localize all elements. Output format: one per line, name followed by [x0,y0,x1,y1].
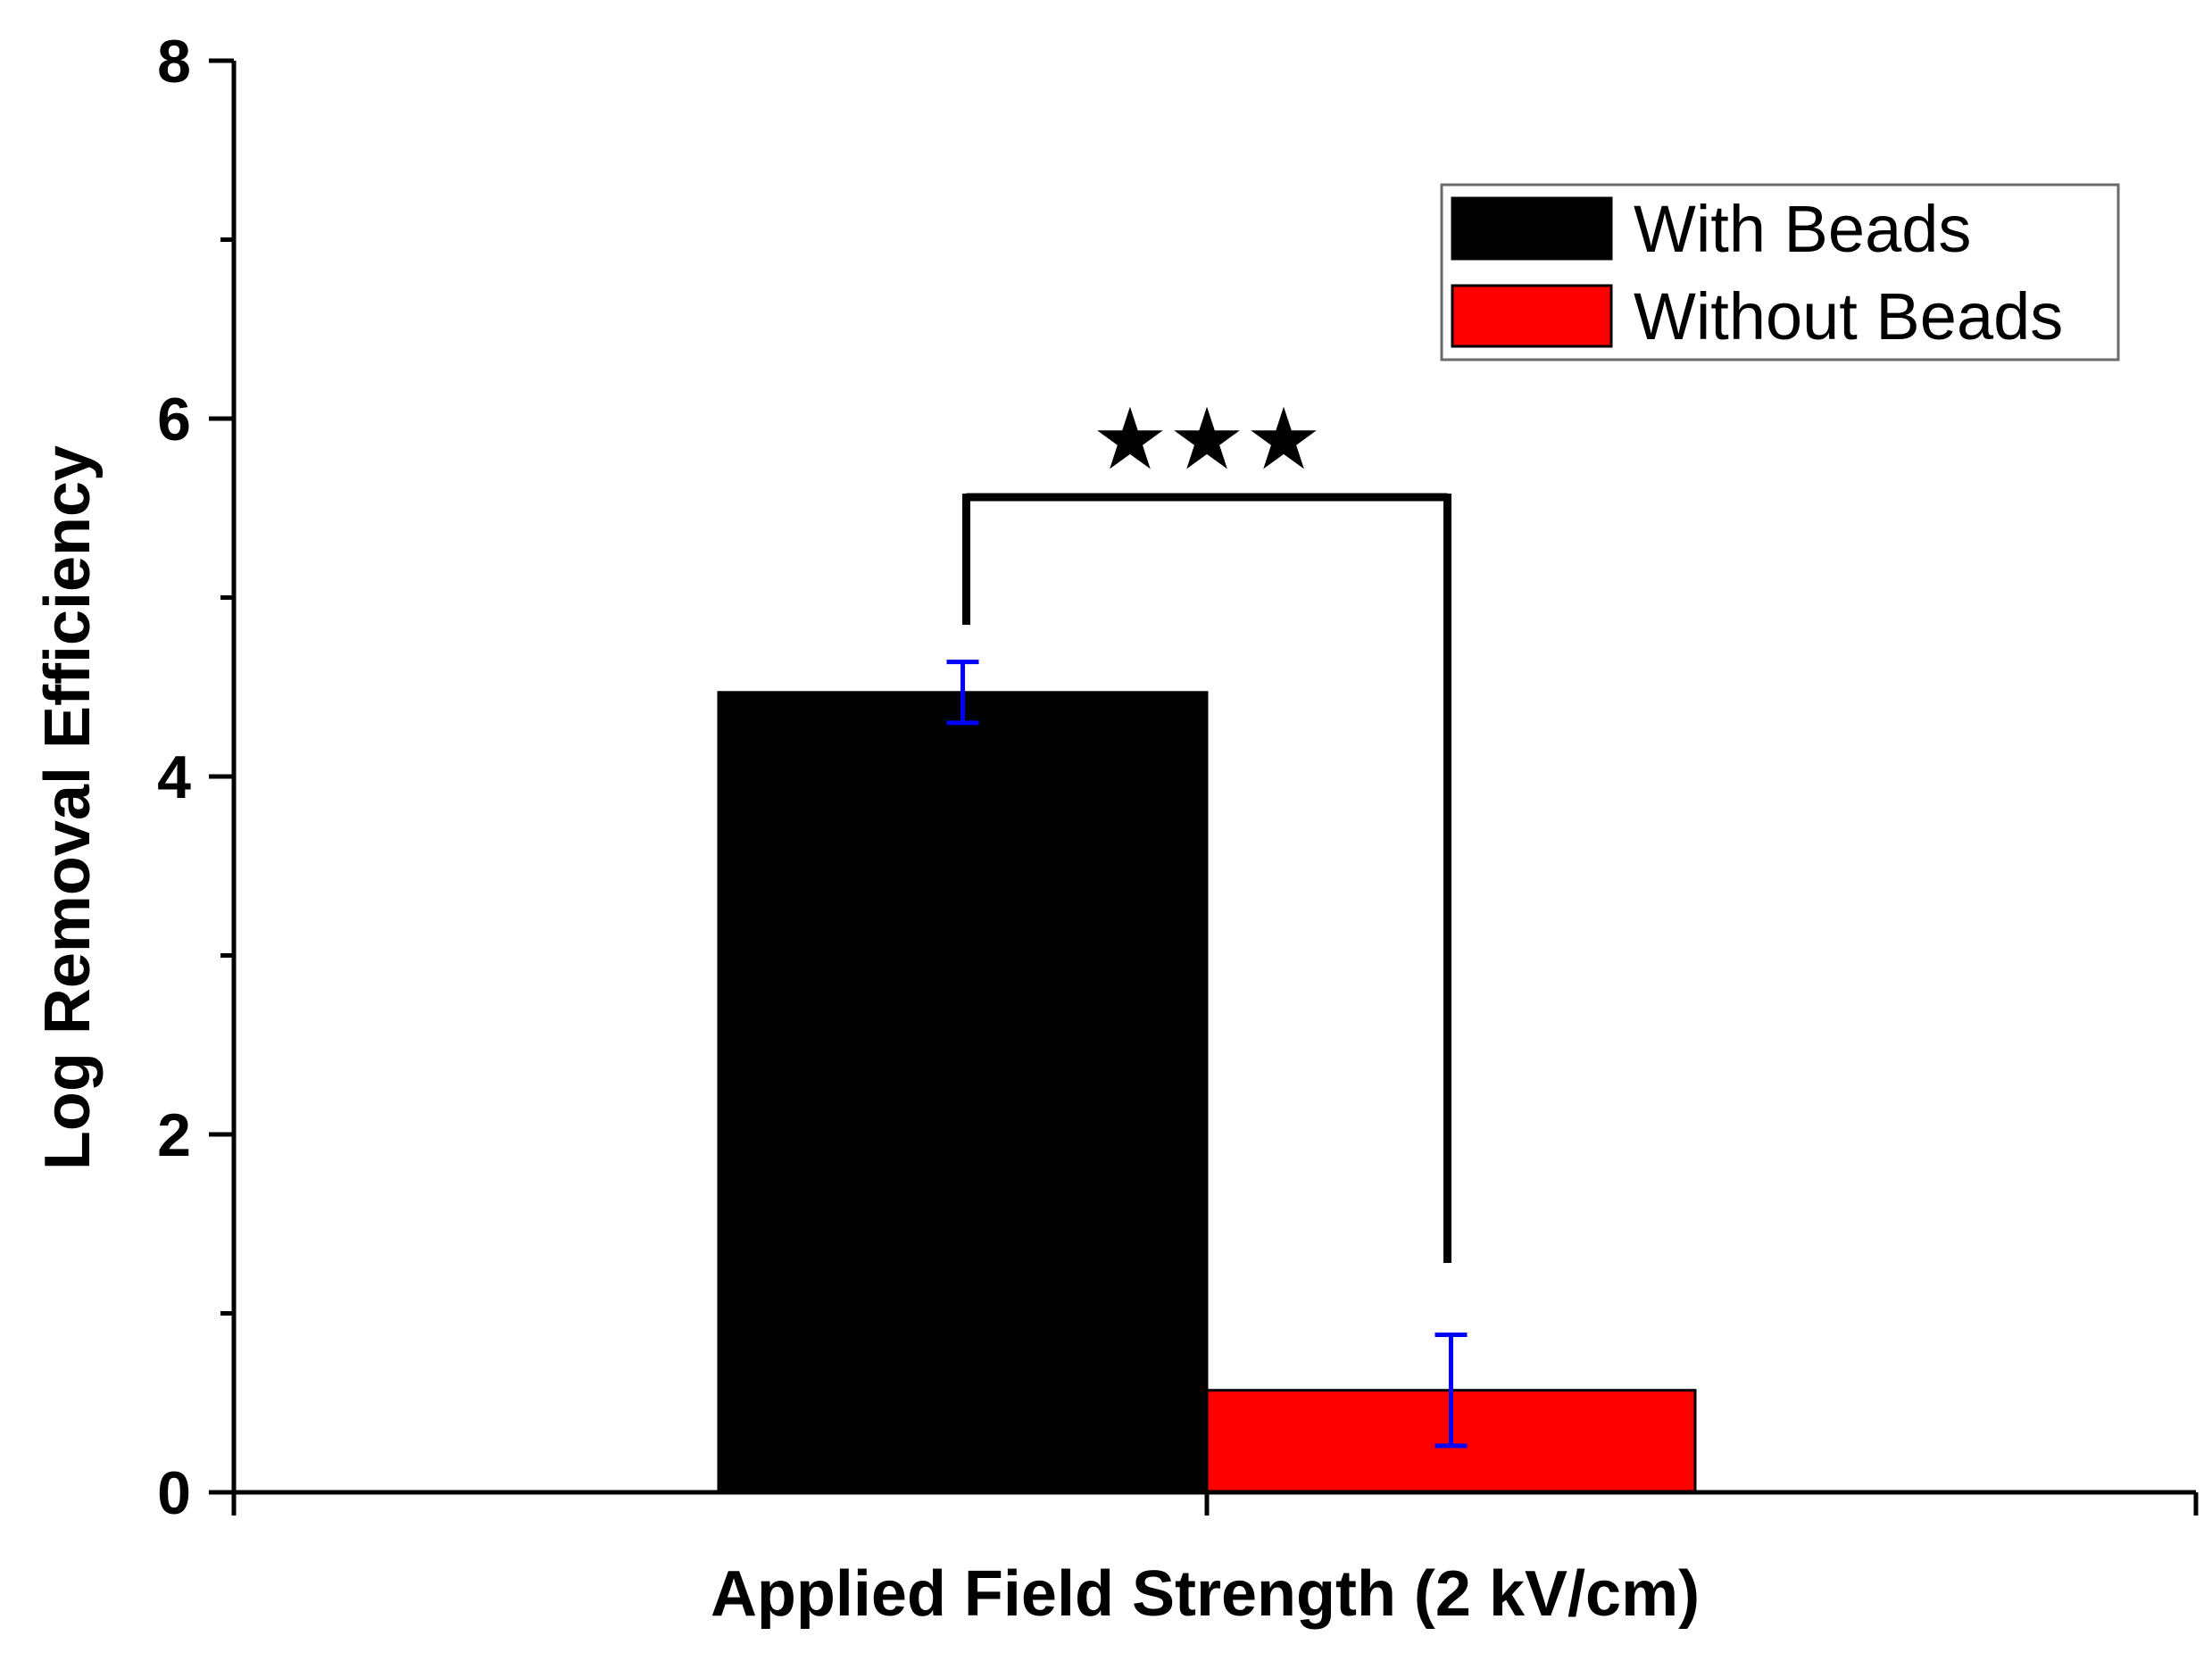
plot-area [717,660,1697,1494]
legend: With Beads Without Beads [1440,183,2120,361]
y-tick-label: 2 [157,1101,191,1169]
y-axis-label: Log Removal Efficiency [32,445,104,1170]
axes: 0 2 4 6 8 [157,28,2199,1527]
legend-label-with-beads: With Beads [1634,192,1971,266]
y-tick-label: 0 [157,1459,191,1527]
y-tick-label: 6 [157,386,191,453]
significance-bracket: ★★★ [962,389,1451,1263]
x-axis-label: Applied Field Strength (2 kV/cm) [711,1558,1700,1630]
significance-stars: ★★★ [1092,389,1322,489]
y-tick-label: 4 [157,743,191,811]
error-bar-2 [1434,1333,1468,1449]
bar-1 [717,691,1209,1494]
legend-swatch-with-beads [1451,196,1613,261]
legend-swatch-without-beads [1451,284,1613,348]
legend-label-without-beads: Without Beads [1634,279,2063,353]
y-tick-label: 8 [157,28,191,96]
error-bar-1 [946,660,979,726]
